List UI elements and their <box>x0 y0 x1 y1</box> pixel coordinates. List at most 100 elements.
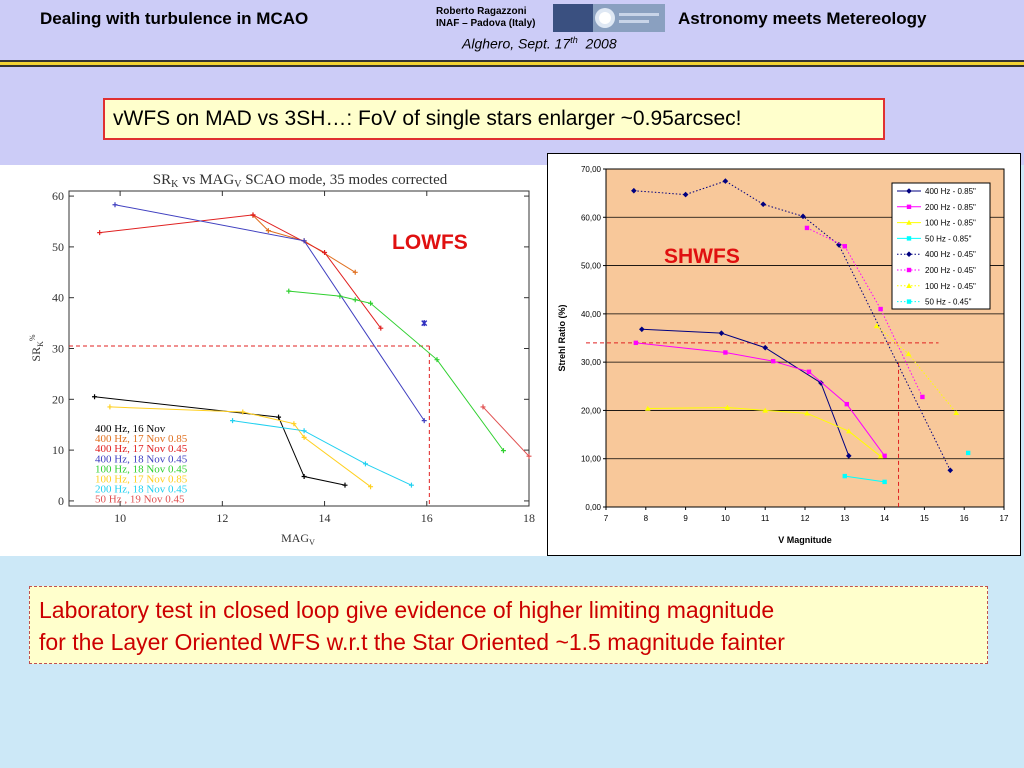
lowfs-point <box>500 448 506 454</box>
shwfs-y-tick-label: 60,00 <box>581 213 602 222</box>
lowfs-point <box>526 453 532 459</box>
shwfs-x-axis-label: V Magnitude <box>778 535 832 545</box>
lowfs-point <box>230 418 236 424</box>
lowfs-series-line <box>114 204 425 421</box>
shwfs-legend-entry: 200 Hz - 0.45" <box>925 266 976 275</box>
shwfs-x-tick-label: 7 <box>604 514 609 523</box>
lowfs-point <box>107 404 113 410</box>
shwfs-point <box>882 453 887 459</box>
lowfs-series-line <box>94 396 346 486</box>
shwfs-y-tick-label: 40,00 <box>581 310 602 319</box>
shwfs-legend-entry: 50 Hz - 0.85" <box>925 234 972 243</box>
lowfs-x-tick-label: 10 <box>114 511 126 525</box>
shwfs-chart-panel: 0,00 10,00 20,00 30,00 40,00 50,00 60,00 70,00 7… <box>547 153 1021 556</box>
lowfs-point <box>378 325 384 331</box>
shwfs-legend-swatch-marker <box>906 188 912 194</box>
shwfs-point <box>877 453 884 459</box>
lowfs-point <box>421 418 427 424</box>
lowfs-extra-point <box>421 320 428 327</box>
header-date: Alghero, Sept. 17th 2008 <box>462 35 617 52</box>
shwfs-point <box>842 473 847 479</box>
shwfs-x-tick-label: 15 <box>920 514 929 523</box>
lowfs-point <box>301 238 307 244</box>
shwfs-x-tick-label: 8 <box>644 514 649 523</box>
shwfs-point <box>722 178 729 184</box>
shwfs-y-tick-label: 30,00 <box>581 358 602 367</box>
lowfs-chart-panel: SRK vs MAGV SCAO mode, 35 modes correcte… <box>0 165 548 556</box>
shwfs-point <box>882 479 887 485</box>
shwfs-y-tick-label: 20,00 <box>581 406 602 415</box>
shwfs-point <box>762 344 768 351</box>
shwfs-point <box>965 450 971 456</box>
author-affiliation: INAF – Padova (Italy) <box>436 18 536 29</box>
shwfs-legend-entry: 400 Hz - 0.45" <box>925 250 976 259</box>
lowfs-series-line <box>288 290 504 451</box>
shwfs-point <box>844 401 849 407</box>
lowfs-y-tick-label: 40 <box>52 291 64 305</box>
shwfs-x-tick-label: 10 <box>721 514 730 523</box>
shwfs-ticks: 0,00 10,00 20,00 30,00 40,00 50,00 60,00 70,00 7… <box>581 165 1009 523</box>
lowfs-legend-entry: 100 Hz, 18 Nov 0.45 <box>95 463 188 475</box>
shwfs-legend-swatch-marker <box>906 204 912 209</box>
shwfs-series-line <box>844 475 885 483</box>
shwfs-point <box>845 428 852 434</box>
lowfs-point <box>286 288 292 294</box>
shwfs-legend-entry: 100 Hz - 0.85" <box>925 219 976 228</box>
conclusion-box: Laboratory test in closed loop give evid… <box>29 586 988 664</box>
lowfs-point <box>337 293 343 299</box>
shwfs-point <box>818 380 824 386</box>
shwfs-chart: 0,00 10,00 20,00 30,00 40,00 50,00 60,00 70,00 7… <box>547 153 1021 556</box>
lowfs-y-tick-label: 30 <box>52 342 64 356</box>
lowfs-y-tick-label: 0 <box>58 494 64 508</box>
lowfs-chart: SRK vs MAGV SCAO mode, 35 modes correcte… <box>28 172 535 547</box>
shwfs-legend-entry: 400 Hz - 0.85" <box>925 187 976 196</box>
lowfs-y-axis-label: SRK% <box>28 334 45 361</box>
lowfs-point <box>322 249 328 255</box>
lowfs-point <box>92 394 98 400</box>
lowfs-point <box>362 461 368 467</box>
shwfs-y-tick-label: 70,00 <box>581 165 602 174</box>
lowfs-point <box>276 414 282 420</box>
shwfs-series-line <box>647 407 881 457</box>
lowfs-point <box>368 484 374 490</box>
shwfs-y-tick-label: 10,00 <box>581 455 602 464</box>
shwfs-threshold-lines <box>586 342 939 507</box>
shwfs-y-tick-label: 0,00 <box>585 503 601 512</box>
lowfs-point <box>480 404 486 410</box>
shwfs-point <box>920 394 925 400</box>
lowfs-x-tick-label: 12 <box>216 511 228 525</box>
shwfs-series-line <box>806 227 923 398</box>
shwfs-point <box>639 326 645 333</box>
lowfs-y-tick-label: 50 <box>52 240 64 254</box>
shwfs-x-tick-label: 17 <box>1000 514 1009 523</box>
shwfs-legend-entry: 100 Hz - 0.45" <box>925 282 976 291</box>
lowfs-x-tick-label: 16 <box>421 511 433 525</box>
shwfs-point <box>873 323 880 329</box>
shwfs-point <box>953 410 960 416</box>
shwfs-point <box>723 350 728 355</box>
shwfs-legend-swatch-marker <box>906 267 912 273</box>
shwfs-point <box>633 340 639 346</box>
lowfs-point <box>97 230 103 236</box>
lowfs-ticks: 10 12 14 16 18 0 10 20 30 40 50 60 <box>52 189 535 525</box>
slide-title: vWFS on MAD vs 3SH…: FoV of single stars… <box>103 98 885 140</box>
shwfs-legend-swatch-marker <box>906 236 912 241</box>
shwfs-series-line <box>635 342 886 457</box>
lowfs-legend-entry: 400 Hz, 17 Nov 0.85 <box>95 433 188 445</box>
lowfs-point <box>301 434 307 440</box>
lowfs-chart-title: SRK vs MAGV SCAO mode, 35 modes correcte… <box>153 172 448 190</box>
shwfs-point <box>905 351 912 357</box>
lowfs-legend-entry: 100 Hz, 17 Nov 0.85 <box>95 474 188 486</box>
lowfs-legend-entry: 400 Hz, 17 Nov 0.45 <box>95 443 188 455</box>
lowfs-point <box>408 482 414 488</box>
lowfs-point <box>301 474 307 480</box>
shwfs-legend-swatch-marker <box>906 283 912 288</box>
lowfs-series-line <box>252 215 356 273</box>
shwfs-legend-swatch-marker <box>906 299 912 304</box>
lowfs-series-line <box>99 214 382 329</box>
shwfs-point <box>845 453 852 459</box>
lowfs-point <box>368 300 374 306</box>
shwfs-point <box>806 369 812 374</box>
shwfs-series <box>631 178 971 485</box>
